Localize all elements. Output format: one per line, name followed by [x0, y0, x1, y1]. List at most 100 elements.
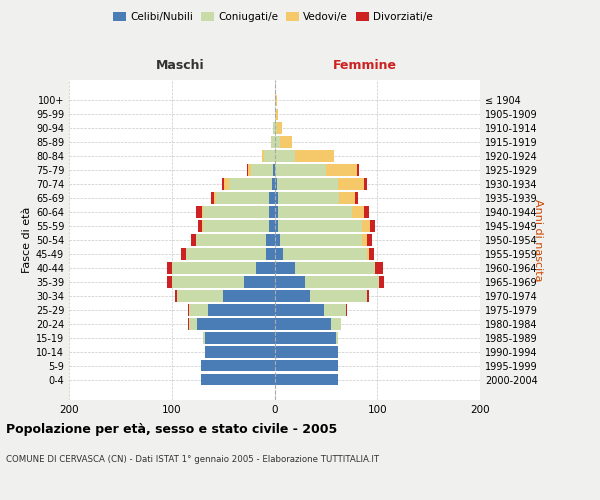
Bar [222, 178, 224, 190]
Bar [191, 234, 196, 246]
Bar [196, 206, 202, 218]
Bar [275, 150, 295, 162]
Bar [277, 122, 281, 134]
Bar [275, 164, 326, 176]
Bar [275, 220, 278, 232]
Bar [188, 318, 189, 330]
Bar [200, 360, 275, 372]
Bar [214, 192, 216, 204]
Bar [211, 192, 214, 204]
Bar [208, 304, 275, 316]
Bar [375, 262, 383, 274]
Bar [367, 234, 372, 246]
Bar [229, 178, 272, 190]
Bar [175, 290, 177, 302]
Bar [326, 164, 356, 176]
Bar [264, 150, 275, 162]
Bar [275, 262, 295, 274]
Bar [188, 304, 189, 316]
Bar [379, 276, 385, 287]
Bar [362, 220, 370, 232]
Bar [256, 262, 275, 274]
Bar [275, 332, 336, 344]
Bar [339, 192, 355, 204]
Bar [172, 262, 256, 274]
Bar [275, 360, 338, 372]
Bar [199, 220, 202, 232]
Bar [244, 276, 275, 287]
Bar [367, 248, 369, 260]
Bar [203, 220, 269, 232]
Bar [355, 192, 358, 204]
Text: COMUNE DI CERVASCA (CN) - Dati ISTAT 1° gennaio 2005 - Elaborazione TUTTITALIA.I: COMUNE DI CERVASCA (CN) - Dati ISTAT 1° … [6, 455, 379, 464]
Bar [216, 192, 269, 204]
Bar [203, 206, 269, 218]
Bar [189, 304, 208, 316]
Text: Popolazione per età, sesso e stato civile - 2005: Popolazione per età, sesso e stato civil… [6, 422, 337, 436]
Bar [196, 234, 266, 246]
Bar [275, 192, 278, 204]
Bar [271, 136, 275, 148]
Bar [251, 164, 274, 176]
Bar [205, 346, 275, 358]
Bar [247, 164, 248, 176]
Bar [352, 206, 364, 218]
Bar [189, 318, 197, 330]
Bar [277, 178, 338, 190]
Bar [278, 220, 362, 232]
Bar [275, 248, 283, 260]
Bar [275, 374, 338, 386]
Bar [167, 276, 172, 287]
Y-axis label: Anni di nascita: Anni di nascita [533, 198, 543, 281]
Bar [367, 290, 369, 302]
Text: Femmine: Femmine [333, 60, 397, 72]
Bar [205, 332, 275, 344]
Bar [262, 150, 264, 162]
Bar [248, 164, 251, 176]
Bar [172, 276, 244, 287]
Bar [275, 136, 280, 148]
Bar [295, 150, 334, 162]
Bar [364, 178, 367, 190]
Bar [370, 220, 375, 232]
Bar [266, 248, 275, 260]
Bar [275, 346, 338, 358]
Bar [336, 332, 338, 344]
Bar [200, 374, 275, 386]
Bar [177, 290, 223, 302]
Bar [224, 178, 229, 190]
Bar [186, 248, 266, 260]
Bar [295, 262, 375, 274]
Bar [275, 234, 280, 246]
Text: Maschi: Maschi [155, 60, 204, 72]
Bar [369, 248, 374, 260]
Bar [274, 122, 275, 134]
Bar [275, 206, 278, 218]
Bar [181, 248, 186, 260]
Bar [202, 206, 203, 218]
Bar [275, 318, 331, 330]
Bar [324, 304, 346, 316]
Bar [275, 122, 277, 134]
Bar [269, 206, 275, 218]
Bar [275, 290, 310, 302]
Bar [269, 192, 275, 204]
Bar [346, 304, 347, 316]
Bar [278, 192, 339, 204]
Y-axis label: Fasce di età: Fasce di età [22, 207, 32, 273]
Bar [167, 262, 172, 274]
Legend: Celibi/Nubili, Coniugati/e, Vedovi/e, Divorziati/e: Celibi/Nubili, Coniugati/e, Vedovi/e, Di… [109, 8, 437, 26]
Bar [266, 234, 275, 246]
Bar [305, 276, 379, 287]
Bar [338, 178, 364, 190]
Bar [275, 276, 305, 287]
Bar [203, 332, 205, 344]
Bar [364, 206, 369, 218]
Bar [269, 220, 275, 232]
Bar [223, 290, 275, 302]
Bar [202, 220, 203, 232]
Bar [310, 290, 367, 302]
Bar [272, 178, 275, 190]
Bar [362, 234, 367, 246]
Bar [331, 318, 341, 330]
